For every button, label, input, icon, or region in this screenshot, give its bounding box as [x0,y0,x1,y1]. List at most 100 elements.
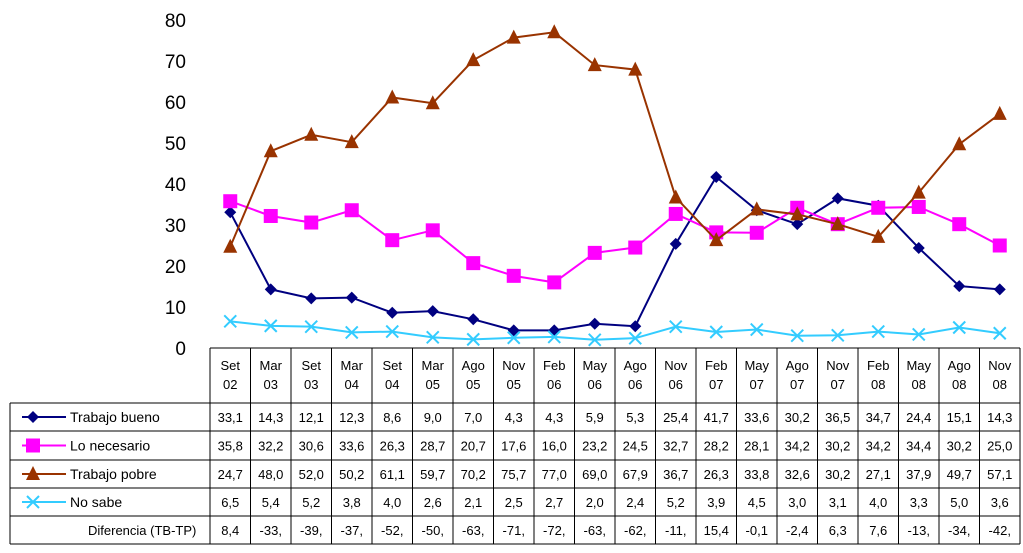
data-point [264,283,277,296]
table-value: 36,7 [663,467,688,482]
data-point [588,317,601,330]
y-tick-label: 0 [175,339,186,360]
data-point [871,324,885,339]
data-point [466,52,481,67]
table-value: 23,2 [582,439,607,454]
x-tick-label: 06 [588,377,602,392]
data-point [669,319,683,334]
x-tick-label: Set [301,358,321,373]
x-tick-label: 07 [831,377,845,392]
data-point [629,320,642,333]
table-value: 30,2 [785,410,810,425]
table-value: 2,5 [505,495,523,510]
x-tick-label: Set [220,358,240,373]
data-point [426,305,439,318]
x-tick-label: 03 [264,377,278,392]
table-value: 30,2 [947,439,972,454]
y-tick-label: 80 [165,11,186,32]
series-line-4 [230,320,1000,341]
data-point [386,306,399,319]
table-value: -72, [543,523,565,538]
table-value: -39, [300,523,322,538]
table-value: 4,3 [505,410,523,425]
table-value: 70,2 [461,467,486,482]
data-point [790,206,805,221]
table-value: 5,9 [586,410,604,425]
table-value: 67,9 [623,467,648,482]
table-value: 6,5 [221,495,239,510]
table-value: 5,0 [950,495,968,510]
data-point [750,322,764,337]
x-tick-label: 07 [709,377,723,392]
legend-key-marker [27,411,39,423]
y-tick-label: 20 [165,257,186,278]
data-point [223,238,238,253]
table-value: 3,9 [707,495,725,510]
x-tick-label: 02 [223,377,237,392]
table-value: 35,8 [218,439,243,454]
table-value: 4,3 [545,410,563,425]
table-value: 4,5 [748,495,766,510]
table-value: 34,4 [906,439,931,454]
legend-key-marker [26,438,40,453]
table-value: 3,0 [788,495,806,510]
table-value: 17,6 [501,439,526,454]
table-value: 25,4 [663,410,688,425]
data-point [224,206,237,219]
data-point [223,194,238,209]
data-point [953,280,966,293]
table-value: -11, [665,523,686,538]
data-point [506,268,521,283]
table-value: 34,2 [785,439,810,454]
x-tick-label: 04 [385,377,399,392]
x-tick-label: 07 [750,377,764,392]
table-value: 33,6 [339,439,364,454]
data-point [709,325,723,339]
data-point [305,292,318,305]
data-point [749,225,764,240]
data-point [952,136,967,151]
legend-label: Lo necesario [70,438,150,454]
legend-label: No sabe [70,494,122,510]
x-tick-label: 03 [304,377,318,392]
table-value: 32,2 [258,439,283,454]
table-value: 20,7 [461,439,486,454]
data-point [830,216,845,231]
x-tick-label: 08 [952,377,966,392]
table-value: 15,4 [704,523,729,538]
table-value: 7,0 [464,410,482,425]
x-tick-label: 05 [507,377,521,392]
data-point [467,313,480,326]
table-value: 69,0 [582,467,607,482]
x-tick-label: 05 [466,377,480,392]
legend-label: Trabajo bueno [70,409,160,425]
series-line-3 [229,31,1001,248]
table-value: 24,4 [906,410,931,425]
data-point [790,328,804,343]
data-point [223,314,237,329]
data-point [831,192,844,205]
data-point [952,217,967,232]
x-tick-label: Nov [826,358,850,373]
x-tick-label: Ago [462,358,485,373]
table-value: 61,1 [380,467,405,482]
x-tick-label: Feb [867,358,889,373]
table-value: 26,3 [380,439,405,454]
x-tick-label: Nov [664,358,688,373]
data-point [263,143,278,158]
data-point [385,89,400,104]
data-point [263,208,278,223]
table-value: -0,1 [746,523,768,538]
y-tick-label: 60 [165,93,186,114]
table-value: 7,6 [869,523,887,538]
x-tick-label: 06 [669,377,683,392]
x-tick-label: Ago [948,358,971,373]
data-point [587,57,602,72]
table-value: 14,3 [987,410,1012,425]
data-point [547,330,561,344]
x-tick-label: 08 [871,377,885,392]
data-point [668,189,683,204]
data-point [710,171,723,184]
table-value: 52,0 [299,467,324,482]
table-value: 8,6 [383,410,401,425]
